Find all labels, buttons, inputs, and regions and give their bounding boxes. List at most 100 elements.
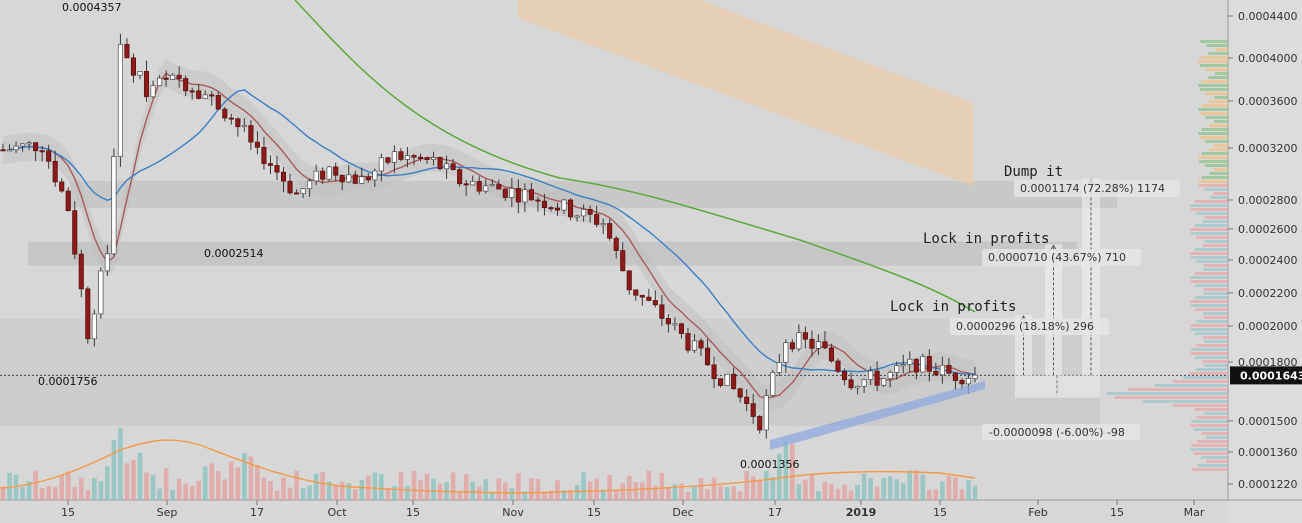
x-tick-label: 2019	[846, 506, 877, 519]
volume-bar	[176, 478, 182, 500]
x-tick-label: 15	[406, 506, 420, 519]
candle-up	[372, 170, 378, 181]
volume-bar	[450, 472, 456, 500]
volume-profile-bar	[1214, 72, 1228, 75]
volume-bar	[516, 473, 521, 500]
x-tick-label: Dec	[672, 506, 693, 519]
volume-profile-bar	[1199, 160, 1228, 163]
volume-bar	[150, 474, 156, 500]
candle-down	[802, 332, 808, 340]
moving-average-mid	[9, 89, 976, 375]
candle-down	[235, 118, 241, 128]
candle-down	[476, 181, 482, 192]
volume-bar	[307, 485, 312, 500]
volume-bar	[535, 478, 541, 500]
volume-profile-bar	[1195, 260, 1228, 263]
volume-bar	[379, 474, 384, 500]
volume-bar	[822, 481, 828, 500]
moving-average-slow	[294, 0, 976, 313]
volume-bar	[463, 474, 469, 500]
candle-down	[496, 184, 502, 190]
volume-profile-bar	[1198, 108, 1228, 111]
volume-profile-bar	[1194, 224, 1228, 227]
price-label-4: 0.0001356	[740, 458, 800, 471]
volume-bar	[848, 490, 854, 500]
volume-bar	[529, 478, 534, 500]
volume-bar	[881, 477, 886, 500]
candle-down	[594, 214, 600, 225]
candle-down	[130, 57, 137, 76]
volume-bar	[698, 478, 704, 500]
volume-bar	[85, 490, 91, 500]
candle-up	[170, 74, 176, 80]
candle-down	[567, 199, 574, 218]
candle-up	[470, 181, 476, 186]
volume-profile-bar	[1190, 228, 1228, 231]
regression-channel	[518, 0, 973, 186]
y-tick-label: 0.0002600	[1238, 223, 1298, 236]
volume-bar	[33, 470, 38, 500]
candle-up	[444, 163, 450, 170]
candle-down	[215, 94, 221, 110]
volume-bar	[209, 463, 215, 500]
candle-down	[411, 155, 417, 158]
volume-bar	[229, 461, 234, 500]
volume-bar	[581, 472, 586, 500]
volume-bar	[111, 440, 117, 500]
volume-bar	[776, 453, 782, 500]
volume-profile-bar	[1190, 328, 1228, 331]
candle-down	[835, 360, 841, 372]
volume-bar	[633, 482, 639, 500]
x-tick-label: 15	[1110, 506, 1124, 519]
volume-profile-bar	[1201, 432, 1228, 435]
last-price-tag	[1230, 366, 1302, 385]
volume-bar	[489, 491, 495, 500]
candle-down	[209, 94, 215, 97]
volume-bar	[72, 486, 78, 500]
x-tick-label: 17	[250, 506, 264, 519]
candle-up	[796, 332, 802, 350]
volume-profile-bar	[1190, 300, 1228, 303]
candle-down	[320, 170, 326, 180]
x-tick-label: 15	[61, 506, 75, 519]
candle-down	[463, 183, 469, 186]
candle-down	[665, 318, 671, 325]
candle-up	[920, 356, 926, 373]
price-zone-4	[0, 371, 1100, 427]
candle-up	[900, 364, 906, 367]
volume-profile-bar	[1203, 312, 1228, 315]
candle-up	[763, 395, 769, 431]
volume-bar	[835, 488, 841, 500]
y-tick-label: 0.0002400	[1238, 254, 1298, 267]
measure-label-background	[1014, 180, 1180, 197]
candle-down	[437, 157, 443, 170]
candle-up	[907, 358, 913, 365]
volume-bar	[261, 477, 267, 500]
candle-up	[359, 176, 365, 184]
measure-label-2: 0.0000710 (43.67%) 710	[988, 251, 1126, 264]
candle-up	[98, 270, 104, 315]
candle-down	[85, 288, 91, 340]
volume-profile-bar	[1199, 88, 1228, 91]
candle-down	[267, 163, 274, 166]
candle-down	[626, 270, 632, 291]
volume-bar	[183, 483, 188, 500]
volume-bar	[796, 484, 802, 500]
candle-down	[678, 323, 684, 334]
candle-up	[972, 374, 978, 379]
candle-down	[731, 373, 737, 390]
volume-profile-bar	[1199, 184, 1228, 187]
x-tick-label: Oct	[327, 506, 347, 519]
candle-down	[261, 146, 267, 164]
volume-moving-average	[0, 439, 976, 494]
volume-profile-bar	[1190, 204, 1228, 207]
candle-down	[78, 253, 84, 290]
y-tick-label: 0.0004000	[1238, 52, 1298, 65]
candle-up	[965, 378, 972, 385]
volume-profile-bar	[1201, 104, 1228, 107]
candle-up	[404, 155, 411, 160]
volume-bar	[405, 485, 410, 500]
volume-bar	[222, 479, 228, 500]
volume-bar	[398, 471, 404, 500]
candle-down	[541, 200, 547, 208]
